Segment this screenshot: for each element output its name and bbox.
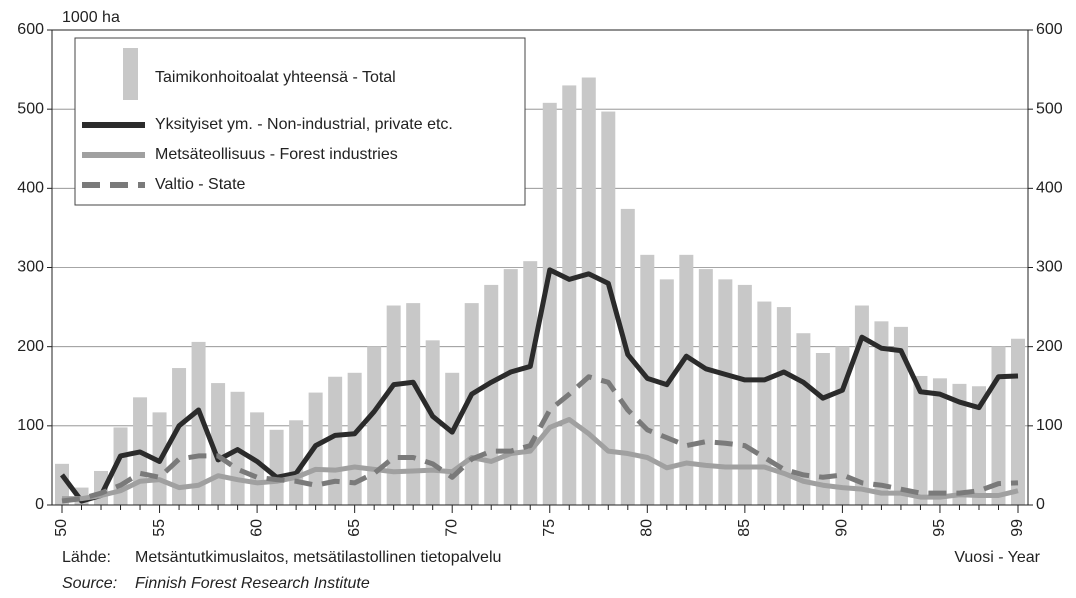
x-tick-label: 60 (248, 519, 265, 537)
y-tick-label: 100 (17, 417, 44, 434)
x-tick-label: 85 (736, 519, 753, 537)
bar (815, 353, 830, 505)
x-tick-label: 90 (834, 519, 851, 537)
y2-tick-label: 500 (1036, 100, 1063, 117)
bar (347, 372, 362, 505)
bar (542, 102, 557, 505)
bar (367, 346, 382, 505)
bar (1011, 338, 1025, 505)
x-tick-label: 80 (639, 519, 656, 537)
bar (464, 303, 479, 505)
x-tick-label: 65 (346, 519, 363, 537)
y-tick-label: 300 (17, 259, 44, 276)
y2-tick-label: 200 (1036, 338, 1063, 355)
y2-tick-label: 600 (1036, 21, 1063, 38)
bar (913, 375, 928, 505)
y2-tick-label: 300 (1036, 259, 1063, 276)
x-tick-label: 70 (443, 519, 460, 537)
y-tick-label: 600 (17, 21, 44, 38)
bar (55, 463, 69, 505)
legend-label: Taimikonhoitoalat yhteensä - Total (155, 69, 396, 86)
bar (484, 284, 499, 505)
bar (445, 372, 460, 505)
plot-frame (51, 29, 1029, 506)
bar (562, 85, 577, 506)
y2-tick-label: 100 (1036, 417, 1063, 434)
x-tick-label: 55 (151, 519, 168, 537)
bar (581, 77, 596, 505)
bar (854, 305, 869, 505)
bar (659, 279, 674, 505)
bar (269, 429, 284, 505)
bar (328, 376, 343, 505)
bar (386, 305, 401, 505)
bar (523, 261, 538, 505)
y-tick-label: 200 (17, 338, 44, 355)
bar (191, 341, 206, 505)
bar (718, 279, 733, 505)
x-tick-label: 50 (53, 519, 70, 537)
bar (796, 333, 811, 505)
bar (932, 378, 947, 505)
y-tick-label: 0 (35, 496, 44, 513)
legend-label: Valtio - State (155, 176, 246, 193)
bar (971, 386, 986, 505)
source-label: Source: (62, 575, 117, 592)
line-series (61, 374, 1019, 504)
bar (737, 284, 752, 505)
bar (757, 301, 772, 505)
bar (776, 307, 791, 505)
legend-label: Yksityiset ym. - Non-industrial, private… (155, 116, 453, 133)
x-axis-label: Vuosi - Year (954, 549, 1040, 566)
bar (679, 254, 694, 505)
y2-tick-label: 0 (1036, 496, 1045, 513)
bar (698, 269, 713, 505)
x-tick-label: 99 (1009, 519, 1026, 537)
y-axis-label: 1000 ha (62, 9, 120, 26)
legend-label: Metsäteollisuus - Forest industries (155, 146, 398, 163)
x-tick-label: 95 (931, 519, 948, 537)
line-series (62, 417, 1019, 502)
bar (893, 326, 908, 505)
bar (874, 321, 889, 505)
source-text: Finnish Forest Research Institute (135, 575, 370, 592)
x-tick-label: 75 (541, 519, 558, 537)
bar (952, 383, 967, 505)
source-text: Metsäntutkimuslaitos, metsätilastollinen… (135, 549, 501, 566)
bar (601, 111, 616, 506)
bar (172, 368, 187, 505)
legend-box (74, 37, 526, 206)
y-tick-label: 400 (17, 180, 44, 197)
bar (503, 269, 518, 505)
bar (406, 303, 421, 505)
source-label: Lähde: (62, 549, 111, 566)
y-tick-label: 500 (17, 100, 44, 117)
legend-swatch (123, 48, 138, 100)
y2-tick-label: 400 (1036, 180, 1063, 197)
